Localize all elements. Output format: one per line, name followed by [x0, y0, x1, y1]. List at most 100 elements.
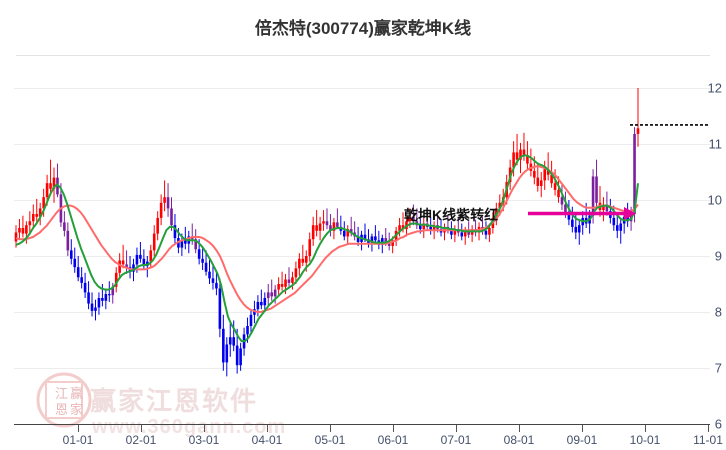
- candle-body: [336, 222, 339, 227]
- candle-body: [83, 282, 87, 293]
- candle-body: [522, 149, 526, 156]
- header-divider: [16, 55, 710, 56]
- candle-body: [633, 133, 636, 214]
- gridline: [14, 88, 710, 89]
- gridline: [14, 256, 710, 257]
- gridline: [14, 144, 710, 145]
- candle-body: [270, 292, 274, 297]
- x-axis-tick: [582, 425, 583, 432]
- svg-text:江: 江: [55, 386, 68, 401]
- candle-body: [149, 250, 153, 262]
- candle-body: [180, 240, 184, 248]
- candle-body: [25, 225, 28, 234]
- candle-body: [543, 169, 546, 181]
- candle-body: [557, 189, 560, 198]
- candle-body: [173, 225, 177, 239]
- candle-body: [135, 254, 139, 265]
- y-axis-label: 7: [714, 360, 722, 376]
- candle-body: [152, 233, 156, 251]
- candle-body: [422, 223, 426, 230]
- candle-body: [356, 236, 360, 242]
- overlay-lines: [15, 124, 710, 343]
- candle-body: [111, 286, 115, 296]
- candlestick-series: [14, 88, 640, 377]
- x-axis-label: 03-01: [188, 433, 220, 447]
- candle-body: [550, 174, 553, 184]
- candle-body: [342, 230, 346, 237]
- x-axis-label: 04-01: [251, 433, 283, 447]
- candle-body: [536, 177, 540, 186]
- candle-body: [567, 212, 571, 220]
- candle-body: [384, 238, 388, 242]
- gridline: [14, 200, 710, 201]
- x-axis-label: 02-01: [125, 433, 157, 447]
- candle-body: [159, 202, 163, 218]
- candle-body: [208, 271, 211, 279]
- candle-body: [612, 217, 616, 226]
- x-axis-tick: [78, 425, 79, 432]
- candle-body: [49, 183, 52, 189]
- candle-body: [45, 183, 49, 198]
- x-axis-label: 10-01: [629, 433, 661, 447]
- x-axis-label: 07-01: [440, 433, 472, 447]
- y-axis-label: 11: [708, 136, 723, 152]
- candle-body: [363, 234, 367, 240]
- candle-body: [273, 289, 277, 297]
- candle-body: [35, 214, 39, 217]
- candle-body: [564, 204, 567, 213]
- candle-body: [132, 264, 135, 272]
- x-axis-tick: [456, 425, 457, 432]
- candle-body: [571, 219, 574, 227]
- page-title: 倍杰特(300774)赢家乾坤K线: [254, 19, 472, 38]
- y-axis-label: 9: [714, 248, 722, 264]
- candle-body: [215, 282, 218, 289]
- candle-body: [515, 152, 519, 160]
- candle-body: [94, 307, 97, 311]
- candle-body: [325, 221, 329, 226]
- candle-body: [526, 155, 529, 164]
- candle-body: [246, 326, 249, 335]
- x-axis-tick: [645, 425, 646, 432]
- candle-body: [170, 208, 173, 226]
- candle-body: [619, 223, 623, 231]
- candle-body: [63, 222, 66, 231]
- candle-body: [52, 177, 56, 189]
- x-axis-label: 06-01: [377, 433, 409, 447]
- candle-body: [512, 152, 515, 168]
- candle-body: [429, 226, 432, 231]
- x-axis-label: 11-01: [693, 433, 723, 447]
- candle-body: [291, 277, 294, 283]
- candle-body: [14, 232, 18, 242]
- candle-body: [308, 239, 312, 256]
- candle-body: [38, 208, 42, 217]
- candle-body: [104, 294, 108, 301]
- candle-body: [318, 223, 322, 231]
- candle-body: [156, 217, 159, 234]
- candle-body: [76, 267, 80, 278]
- candle-body: [349, 229, 353, 233]
- candle-body: [484, 230, 488, 235]
- candle-body: [249, 314, 253, 326]
- candle-body: [401, 225, 405, 230]
- candle-body: [87, 292, 90, 304]
- candle-body: [194, 239, 197, 250]
- candle-body: [218, 288, 222, 329]
- candle-body: [97, 298, 101, 308]
- gridline: [14, 368, 710, 369]
- candle-body: [28, 221, 32, 226]
- candle-body: [232, 337, 235, 346]
- candle-body: [225, 344, 229, 363]
- candle-body: [163, 197, 166, 203]
- candle-body: [460, 232, 464, 237]
- candle-body: [315, 225, 318, 231]
- candle-body: [42, 197, 45, 209]
- candle-body: [235, 345, 239, 366]
- candle-body: [139, 254, 142, 259]
- candle-body: [560, 197, 564, 205]
- x-axis-tick: [708, 425, 709, 432]
- annotation-arrowhead-icon: [624, 206, 636, 220]
- candle-body: [602, 204, 605, 211]
- candle-body: [591, 176, 595, 216]
- candle-body: [211, 278, 215, 283]
